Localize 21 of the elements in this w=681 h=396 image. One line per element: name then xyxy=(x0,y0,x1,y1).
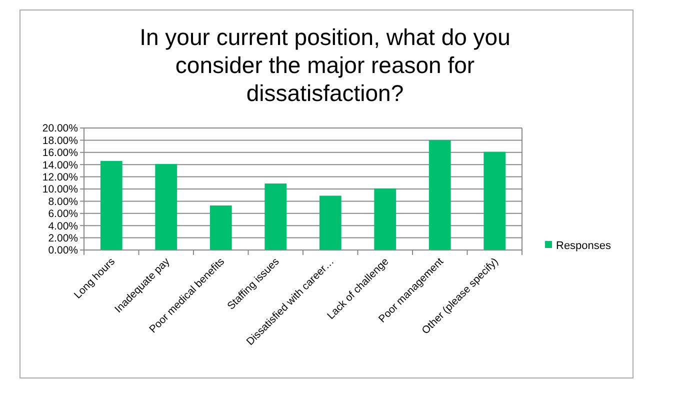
bar xyxy=(155,164,178,250)
y-tick-label: 0.00% xyxy=(48,244,78,257)
bar xyxy=(374,188,396,250)
bar xyxy=(210,205,232,250)
y-tick-label: 6.00% xyxy=(48,208,78,220)
y-tick-label: 8.00% xyxy=(48,196,78,208)
y-tick-label: 2.00% xyxy=(48,232,78,244)
legend-label: Responses xyxy=(556,240,612,252)
y-tick-label: 18.00% xyxy=(42,134,78,147)
bar xyxy=(319,196,342,250)
y-tick-label: 4.00% xyxy=(48,220,78,232)
bar xyxy=(428,140,451,250)
y-tick-label: 20.00% xyxy=(42,122,78,135)
bar xyxy=(100,160,122,250)
y-tick-label: 12.00% xyxy=(42,171,78,184)
y-tick-label: 10.00% xyxy=(42,184,78,196)
chart-title: In your current position, what do you consider the major reason for dissatisfaction? xyxy=(140,24,510,106)
bar xyxy=(484,152,506,250)
y-tick-label: 16.00% xyxy=(42,147,78,160)
y-tick-label: 14.00% xyxy=(42,159,78,172)
bar xyxy=(264,184,287,250)
